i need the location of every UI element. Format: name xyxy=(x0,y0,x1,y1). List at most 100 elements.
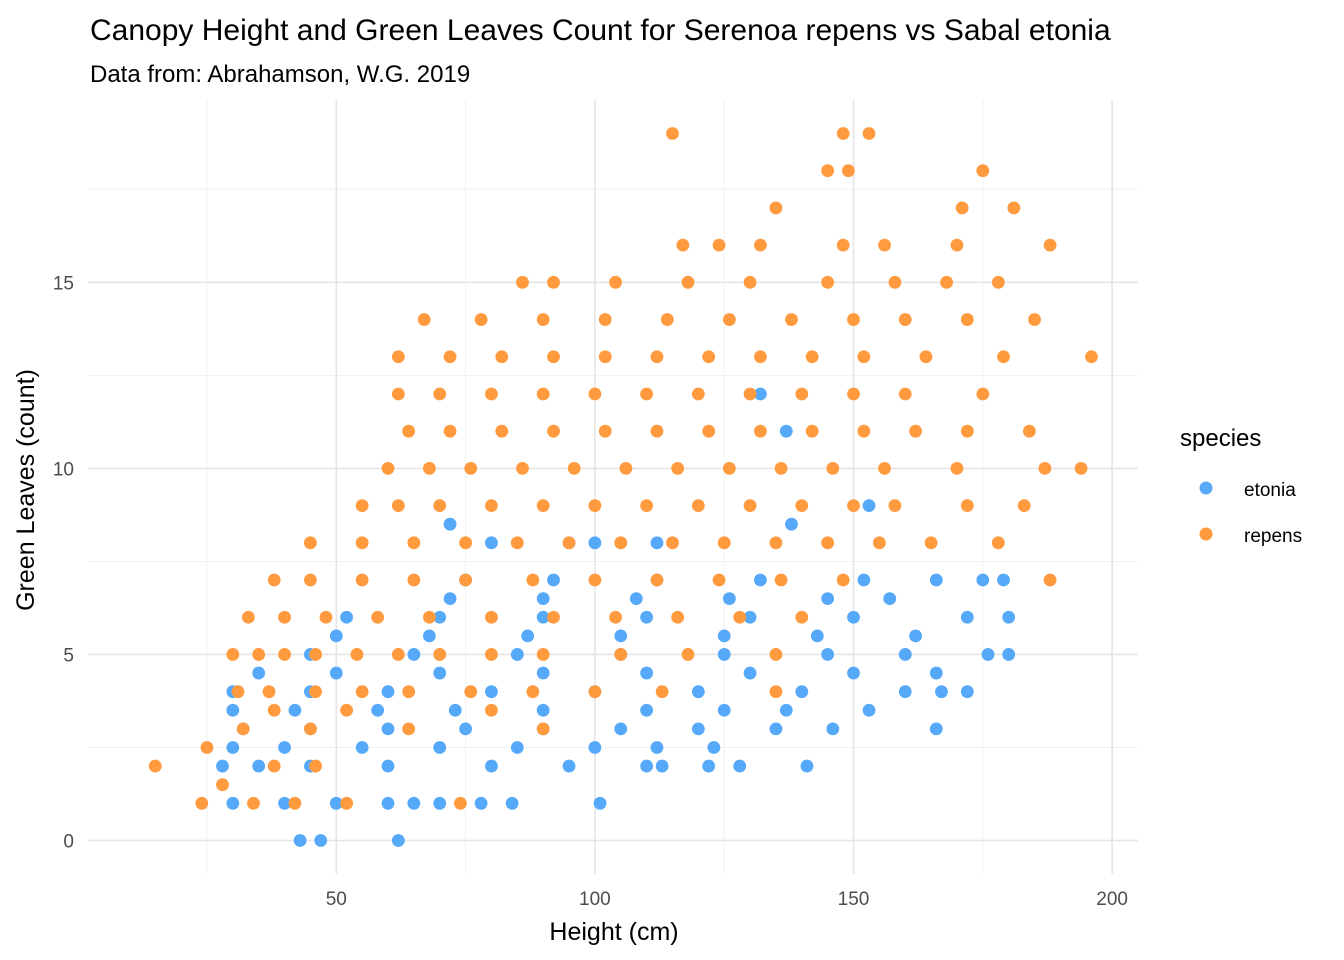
data-point-repens xyxy=(878,238,891,252)
data-point-etonia xyxy=(733,759,747,773)
data-point-repens xyxy=(976,164,990,178)
data-point-etonia xyxy=(1002,610,1016,624)
data-point-repens xyxy=(350,648,364,661)
data-point-repens xyxy=(422,610,436,624)
data-point-repens xyxy=(148,759,162,773)
data-point-repens xyxy=(836,238,850,252)
data-point-etonia xyxy=(216,759,229,773)
data-point-repens xyxy=(1007,201,1021,215)
x-tick-label: 100 xyxy=(579,889,611,910)
data-point-repens xyxy=(516,275,529,289)
data-point-repens xyxy=(309,648,322,661)
data-point-repens xyxy=(950,461,964,475)
data-point-repens xyxy=(722,313,736,326)
data-point-etonia xyxy=(510,648,524,661)
data-point-repens xyxy=(547,610,560,624)
data-point-etonia xyxy=(821,648,835,661)
data-point-etonia xyxy=(898,685,912,699)
data-point-repens xyxy=(774,573,788,587)
data-point-repens xyxy=(991,536,1005,550)
legend-label-etonia: etonia xyxy=(1244,480,1296,501)
data-point-repens xyxy=(857,350,871,364)
data-point-repens xyxy=(754,238,767,252)
data-point-repens xyxy=(433,387,447,401)
data-point-etonia xyxy=(909,629,922,643)
data-point-repens xyxy=(402,424,416,438)
data-point-etonia xyxy=(640,703,654,717)
data-point-repens xyxy=(454,796,467,810)
data-point-repens xyxy=(754,424,767,438)
data-point-etonia xyxy=(521,629,535,643)
data-point-repens xyxy=(862,127,876,140)
data-point-repens xyxy=(1043,573,1057,587)
data-point-repens xyxy=(940,275,954,289)
data-point-repens xyxy=(536,648,550,661)
data-point-repens xyxy=(598,350,612,364)
data-point-repens xyxy=(510,536,524,550)
data-point-etonia xyxy=(691,685,705,699)
x-axis-ticks: 50 100 150 200 xyxy=(326,889,1128,910)
y-tick-label: 15 xyxy=(53,273,74,294)
data-point-etonia xyxy=(883,592,897,606)
data-point-etonia xyxy=(717,703,731,717)
data-point-repens xyxy=(536,722,550,736)
data-point-repens xyxy=(309,685,322,699)
data-point-etonia xyxy=(640,610,654,624)
data-point-repens xyxy=(743,387,757,401)
series-repens-points xyxy=(148,127,1098,810)
data-point-etonia xyxy=(433,666,447,680)
data-point-repens xyxy=(898,313,912,326)
x-axis-title: Height (cm) xyxy=(549,918,678,946)
data-point-repens xyxy=(304,573,317,587)
data-point-repens xyxy=(640,499,654,513)
data-point-repens xyxy=(267,573,281,587)
data-point-repens xyxy=(267,703,281,717)
data-point-repens xyxy=(443,424,457,438)
data-point-repens xyxy=(536,499,550,513)
data-point-repens xyxy=(733,610,747,624)
data-point-etonia xyxy=(588,536,602,550)
data-point-etonia xyxy=(226,796,240,810)
data-point-etonia xyxy=(433,796,447,810)
data-point-repens xyxy=(355,573,369,587)
data-point-etonia xyxy=(629,592,643,606)
data-point-etonia xyxy=(717,629,731,643)
data-point-repens xyxy=(391,387,405,401)
data-point-repens xyxy=(241,610,255,624)
data-point-repens xyxy=(391,499,405,513)
data-point-repens xyxy=(340,703,354,717)
data-point-etonia xyxy=(433,741,447,754)
data-point-etonia xyxy=(981,648,995,661)
data-point-etonia xyxy=(743,610,757,624)
data-point-repens xyxy=(847,499,860,513)
y-tick-label: 10 xyxy=(53,459,74,480)
data-point-repens xyxy=(464,461,478,475)
data-point-repens xyxy=(671,461,685,475)
grid-minor xyxy=(88,100,1138,874)
data-point-repens xyxy=(526,573,540,587)
data-point-repens xyxy=(671,610,685,624)
data-point-etonia xyxy=(407,648,421,661)
data-point-repens xyxy=(588,387,602,401)
data-point-etonia xyxy=(536,610,550,624)
data-point-repens xyxy=(769,648,783,661)
data-point-etonia xyxy=(929,666,943,680)
data-point-repens xyxy=(743,499,757,513)
data-point-etonia xyxy=(381,759,395,773)
data-point-repens xyxy=(878,461,891,475)
data-point-repens xyxy=(826,461,840,475)
data-point-etonia xyxy=(588,741,602,754)
data-point-repens xyxy=(681,275,695,289)
data-point-etonia xyxy=(536,703,550,717)
data-point-repens xyxy=(898,387,912,401)
data-point-etonia xyxy=(329,796,343,810)
data-point-repens xyxy=(836,573,850,587)
data-point-repens xyxy=(247,796,260,810)
data-point-etonia xyxy=(355,741,369,754)
data-point-etonia xyxy=(391,834,405,847)
data-point-repens xyxy=(676,238,690,252)
data-point-etonia xyxy=(754,387,767,401)
data-point-repens xyxy=(660,313,674,326)
data-point-repens xyxy=(888,499,902,513)
